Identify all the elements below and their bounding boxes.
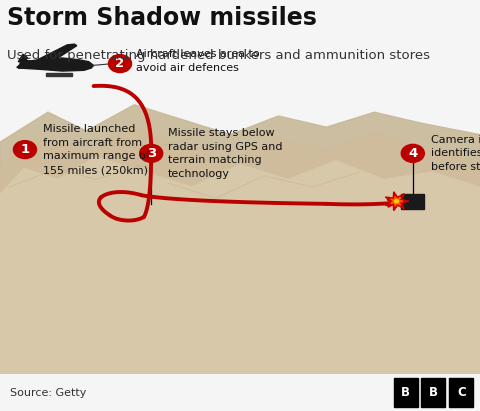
Text: 2: 2	[115, 57, 125, 70]
Polygon shape	[0, 157, 480, 374]
Text: C: C	[457, 386, 466, 399]
Circle shape	[395, 200, 398, 203]
Polygon shape	[0, 105, 480, 217]
Text: Missile stays below
radar using GPS and
terrain matching
technology: Missile stays below radar using GPS and …	[168, 128, 283, 179]
Polygon shape	[0, 127, 480, 217]
FancyBboxPatch shape	[449, 379, 473, 406]
Text: B: B	[401, 386, 410, 399]
Text: Source: Getty: Source: Getty	[10, 388, 86, 397]
Polygon shape	[0, 194, 480, 374]
FancyBboxPatch shape	[421, 379, 445, 406]
Polygon shape	[46, 73, 72, 76]
Polygon shape	[18, 60, 35, 68]
Polygon shape	[18, 54, 28, 62]
Circle shape	[401, 144, 424, 162]
Polygon shape	[391, 196, 403, 206]
Polygon shape	[36, 44, 77, 61]
Text: 4: 4	[408, 147, 418, 160]
Text: Storm Shadow missiles: Storm Shadow missiles	[7, 6, 317, 30]
Bar	[0, 0, 480, 101]
Text: B: B	[429, 386, 438, 399]
Text: Missile launched
from aircraft from
maximum range of
155 miles (250km): Missile launched from aircraft from maxi…	[43, 124, 150, 175]
Text: Camera in nose
identifies target
before strike: Camera in nose identifies target before …	[431, 135, 480, 172]
Text: Aircraft leaves area to
avoid air defences: Aircraft leaves area to avoid air defenc…	[136, 49, 260, 73]
Circle shape	[140, 144, 163, 162]
Circle shape	[108, 55, 132, 73]
Circle shape	[13, 141, 36, 159]
Polygon shape	[17, 58, 94, 71]
Text: 3: 3	[146, 147, 156, 160]
FancyBboxPatch shape	[394, 379, 418, 406]
Text: 1: 1	[20, 143, 30, 156]
Polygon shape	[385, 192, 409, 211]
Text: Used for penetrating hardened bunkers and ammunition stores: Used for penetrating hardened bunkers an…	[7, 48, 430, 62]
Bar	[401, 194, 424, 210]
